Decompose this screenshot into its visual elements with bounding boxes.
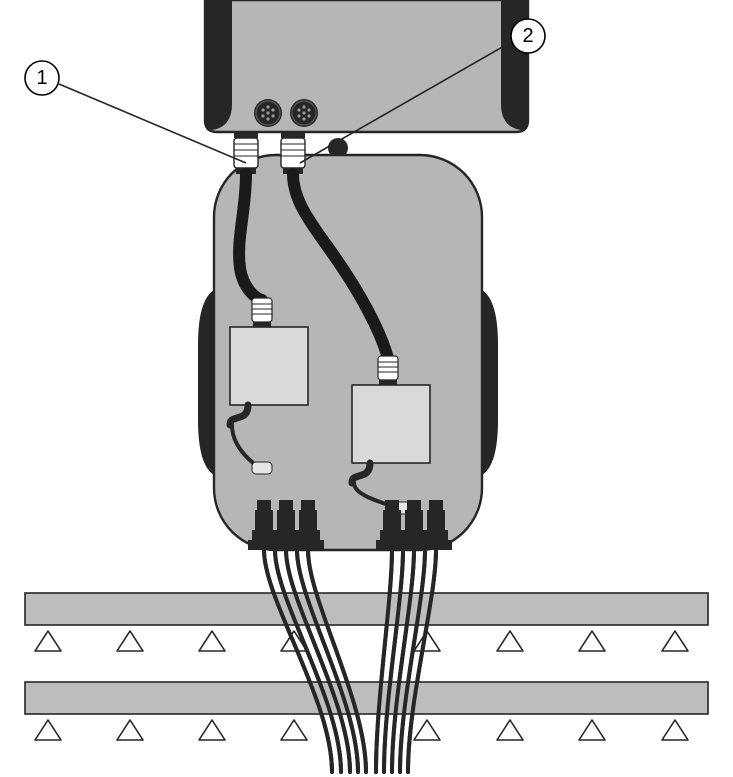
callout-label-2: 2 xyxy=(522,25,533,47)
callout-1: 1 xyxy=(25,61,59,95)
callout-label-1: 1 xyxy=(36,67,47,89)
callout-2: 2 xyxy=(511,19,545,53)
